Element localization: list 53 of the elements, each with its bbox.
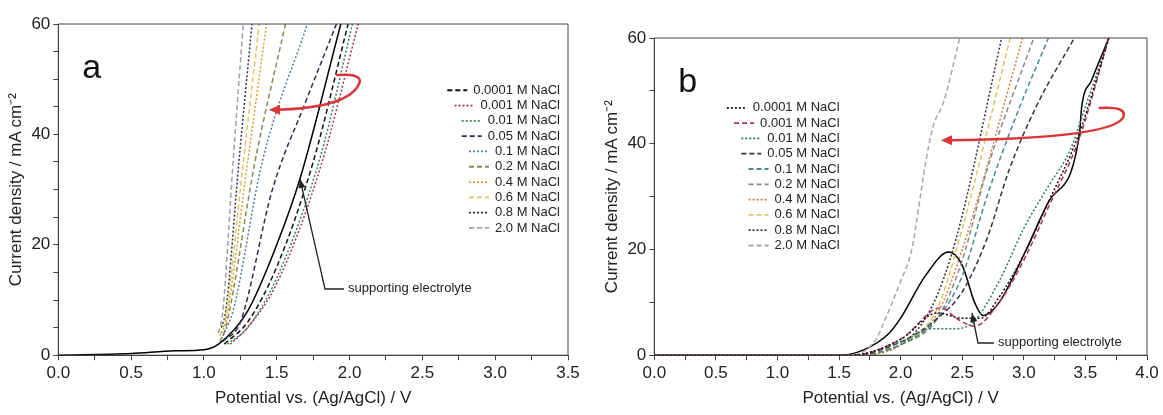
y-tick-label: 20 [31,234,51,254]
legend-label: 0.1 M NaCl [774,160,840,176]
legend-label: 0.05 M NaCl [767,145,840,161]
x-tick-label: 2.0 [337,363,362,383]
x-tick-label: 2.5 [410,363,435,383]
legend-label: 0.001 M NaCl [480,97,561,113]
x-tick-label: 1.0 [192,363,216,383]
x-tick-label: 1.0 [765,363,790,383]
legend-label: 2.0 M NaCl [494,219,561,235]
annotation: supporting electrolyte [348,280,472,296]
legend-label: 0.8 M NaCl [494,204,561,220]
x-tick-label: 1.5 [264,363,289,383]
legend-label: 0.001 M NaCl [760,114,840,130]
legend-label: 0.1 M NaCl [494,143,561,159]
annotation: a [82,47,102,85]
legend-label: 0.6 M NaCl [494,188,561,204]
legend-label: 0.2 M NaCl [494,158,561,174]
x-tick-label: 0.5 [704,363,728,383]
legend-label: 0.2 M NaCl [774,175,840,191]
legend-label: 0.4 M NaCl [774,191,840,207]
x-tick-label: 3.0 [483,363,508,383]
legend-label: 0.05 M NaCl [487,127,561,143]
x-tick-label: 0.0 [642,363,667,383]
legend-label: 2.0 M NaCl [774,237,840,253]
x-tick-label: 1.5 [827,363,851,383]
x-tick-label: 0.5 [119,363,143,383]
x-tick-label: 3.0 [1012,363,1036,383]
x-tick-label: 3.5 [556,363,580,383]
x-tick-label: 2.5 [950,363,975,383]
annotation: supporting electrolyte [998,334,1122,350]
y-tick-label: 40 [31,124,51,144]
legend-label: 0.6 M NaCl [774,206,840,222]
legend-label: 0.0001 M NaCl [473,81,561,97]
legend-label: 0.01 M NaCl [767,129,840,145]
y-axis-title: Current density / mA cm⁻² [5,92,25,287]
x-tick-label: 2.0 [888,363,913,383]
x-axis-title: Potential vs. (Ag/AgCl) / V [802,388,1000,408]
legend-label: 0.01 M NaCl [487,112,561,128]
y-tick-label: 40 [627,133,647,153]
x-tick-label: 0.0 [46,363,71,383]
y-tick-label: 60 [627,27,647,47]
legend-label: 0.4 M NaCl [494,173,561,189]
y-tick-label: 0 [636,344,647,364]
y-tick-label: 0 [40,344,51,364]
legend-label: 0.8 M NaCl [774,221,840,237]
x-tick-label: 4.0 [1135,363,1159,383]
x-tick-label: 3.5 [1073,363,1098,383]
annotation: b [678,61,698,99]
legend-label: 0.0001 M NaCl [752,99,840,115]
y-axis-title: Current density / mA cm⁻² [601,99,621,294]
x-axis-title: Potential vs. (Ag/AgCl) / V [214,388,413,408]
y-tick-label: 20 [627,239,647,259]
y-tick-label: 60 [31,13,51,33]
